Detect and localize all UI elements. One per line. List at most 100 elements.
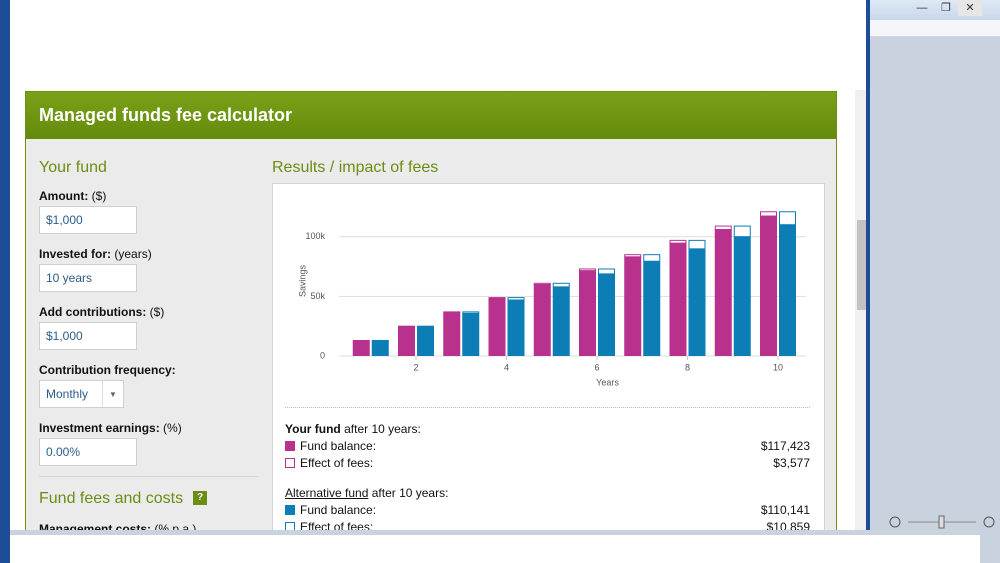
balance-bar (714, 229, 732, 356)
summary-row: Effect of fees: (285, 456, 373, 470)
close-button[interactable]: ✕ (958, 0, 982, 16)
fee-segment (733, 225, 751, 238)
summary-title: Your fund after 10 years: (285, 422, 421, 436)
fee-segment (488, 297, 506, 299)
balance-bar (579, 270, 596, 356)
help-icon[interactable]: ? (193, 491, 207, 505)
toolbar (870, 20, 1000, 37)
summary-row: Fund balance: (285, 503, 376, 517)
unit-text: (%) (163, 421, 182, 435)
fee-segment (669, 239, 687, 244)
fund-suffix: after 10 years: (340, 422, 421, 436)
fee-segment (462, 311, 480, 314)
label-text: Invested for: (39, 247, 112, 261)
balance-bar (688, 248, 706, 356)
y-axis-label: Savings (297, 264, 307, 297)
input-value: Monthly (46, 387, 89, 401)
balance-bar (669, 243, 687, 356)
row-value: $10,859 (766, 520, 810, 530)
balance-bar (598, 273, 615, 356)
select[interactable]: Monthly ▼ (39, 380, 124, 408)
scroll-thumb[interactable] (857, 220, 866, 310)
summary-title: Alternative fund after 10 years: (285, 486, 448, 500)
text-input[interactable]: $1,000 (39, 206, 137, 234)
zoom-slider[interactable] (886, 512, 996, 532)
input-value: $1,000 (46, 213, 83, 227)
fund-name: Alternative fund (285, 486, 369, 500)
balance-bar (533, 284, 551, 356)
restore-button[interactable]: ❐ (941, 2, 951, 14)
balance-bar (488, 298, 506, 356)
minimize-button[interactable]: — (916, 2, 928, 14)
field-label: Investment earnings: (%) (39, 421, 182, 435)
card-header: Managed funds fee calculator (26, 92, 836, 139)
x-tick-label: 8 (685, 362, 690, 372)
input-value: 10 years (46, 271, 93, 285)
x-tick-label: 10 (773, 362, 783, 372)
y-tick-label: 100k (305, 231, 325, 241)
field-label: Management costs: (% p.a.) (39, 522, 196, 530)
row-label: Effect of fees: (300, 456, 374, 470)
zoom-in[interactable] (983, 516, 995, 528)
fee-segment (688, 239, 706, 250)
label-text: Contribution frequency: (39, 363, 176, 377)
unit-text: (years) (114, 247, 152, 261)
balance-bar (733, 236, 751, 356)
fee-segment (779, 211, 796, 226)
scrollbar[interactable] (855, 90, 866, 530)
fee-segment (417, 325, 434, 328)
section-title: Your fund (39, 159, 107, 176)
divider (39, 476, 259, 477)
row-value: $3,577 (773, 456, 810, 470)
x-tick-label: 6 (594, 362, 599, 372)
unit-text: ($) (149, 305, 165, 319)
x-axis-label: Years (596, 377, 619, 387)
balance-bar (352, 340, 370, 356)
input-value: 0.00% (46, 445, 81, 459)
balance-bar (779, 224, 796, 356)
zoom-thumb[interactable] (938, 515, 945, 529)
fee-segment (598, 268, 615, 275)
fee-segment (507, 297, 525, 301)
input-value: $1,000 (46, 329, 83, 343)
zoom-out[interactable] (889, 516, 901, 528)
field-label: Contribution frequency: (39, 363, 176, 377)
balance-bar (398, 326, 415, 356)
balance-bar (417, 326, 434, 356)
results-box: 0 50k 100k 2 4 6 8 10 Years Savings Your fund aft… (272, 183, 825, 530)
swatch (285, 505, 295, 515)
x-tick-label: 2 (413, 362, 418, 372)
label-text: Amount: (39, 189, 89, 203)
fee-segment (643, 254, 661, 262)
balance-bar (443, 312, 461, 356)
text-input[interactable]: 10 years (39, 264, 137, 292)
swatch (285, 441, 295, 451)
text-input[interactable]: 0.00% (39, 438, 137, 466)
calculator-card: Managed funds fee calculator Your fund F… (25, 91, 837, 530)
unit-text: (% p.a.) (154, 522, 197, 530)
balance-bar (552, 286, 570, 356)
balance-bar (371, 340, 389, 356)
modal-window: Managed funds fee calculator Your fund F… (10, 0, 870, 530)
separator (285, 407, 810, 408)
fund-suffix: after 10 years: (368, 486, 449, 500)
fee-segment (552, 282, 570, 288)
balance-bar (624, 256, 642, 356)
row-label: Effect of fees: (300, 520, 374, 530)
y-tick-label: 0 (320, 350, 325, 360)
y-tick-label: 50k (310, 291, 325, 301)
text-input[interactable]: $1,000 (39, 322, 137, 350)
balance-bar (462, 313, 480, 356)
balance-bar (643, 261, 661, 356)
field-label: Add contributions: ($) (39, 305, 164, 319)
taskbar-strip (10, 535, 980, 563)
chart: 0 50k 100k 2 4 6 8 10 Years Savings (297, 211, 806, 387)
field-label: Invested for: (years) (39, 247, 152, 261)
label-text: Add contributions: (39, 305, 147, 319)
fee-segment (579, 268, 596, 272)
fee-segment (533, 282, 551, 285)
dropdown-arrow: ▼ (102, 381, 123, 408)
row-label: Fund balance: (300, 503, 377, 517)
summary-row: Fund balance: (285, 439, 376, 453)
